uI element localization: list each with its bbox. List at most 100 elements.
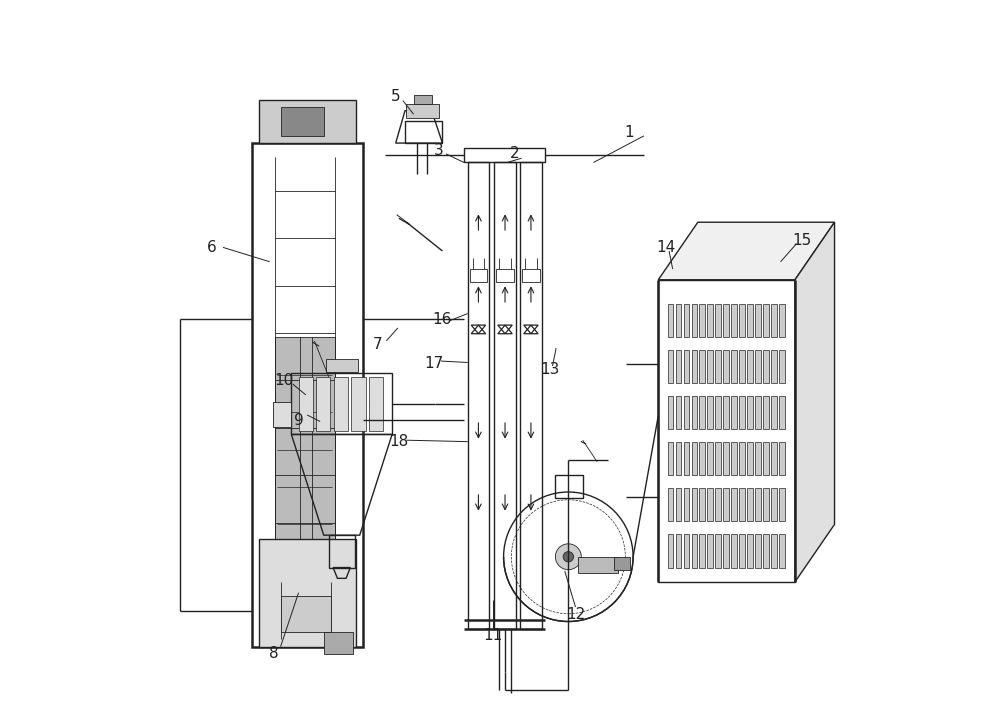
Text: 2: 2: [510, 146, 519, 162]
Bar: [747, 397, 753, 429]
Bar: [668, 442, 673, 476]
Bar: [739, 304, 745, 337]
Bar: [779, 304, 785, 337]
Bar: [747, 442, 753, 476]
Bar: [405, 122, 442, 143]
Bar: [699, 350, 705, 384]
Bar: [699, 442, 705, 476]
Bar: [755, 350, 761, 384]
Bar: [723, 304, 729, 337]
Text: 12: 12: [566, 607, 585, 622]
Bar: [739, 350, 745, 384]
Bar: [676, 350, 681, 384]
Bar: [676, 304, 681, 337]
Bar: [723, 534, 729, 568]
Bar: [684, 442, 689, 476]
Bar: [291, 373, 392, 434]
Bar: [723, 350, 729, 384]
Bar: [414, 95, 432, 104]
Bar: [739, 489, 745, 521]
Text: 17: 17: [424, 357, 443, 371]
Bar: [334, 377, 348, 431]
Bar: [699, 489, 705, 521]
Bar: [684, 534, 689, 568]
Bar: [771, 350, 777, 384]
Bar: [755, 397, 761, 429]
Bar: [763, 304, 769, 337]
Bar: [771, 304, 777, 337]
Bar: [692, 350, 697, 384]
Bar: [692, 534, 697, 568]
Bar: [779, 534, 785, 568]
Bar: [684, 397, 689, 429]
Bar: [739, 534, 745, 568]
Text: 11: 11: [483, 629, 502, 643]
Bar: [739, 442, 745, 476]
Bar: [299, 377, 313, 431]
Bar: [771, 442, 777, 476]
Text: 7: 7: [373, 337, 383, 352]
Bar: [715, 442, 721, 476]
Bar: [692, 304, 697, 337]
Text: 9: 9: [294, 413, 303, 428]
Bar: [684, 489, 689, 521]
Bar: [468, 162, 489, 629]
Circle shape: [563, 552, 574, 562]
Polygon shape: [795, 222, 835, 582]
Bar: [351, 377, 366, 431]
Bar: [715, 350, 721, 384]
Bar: [676, 397, 681, 429]
Bar: [699, 304, 705, 337]
Bar: [699, 397, 705, 429]
Bar: [723, 442, 729, 476]
Bar: [731, 304, 737, 337]
Bar: [275, 337, 335, 539]
Bar: [779, 350, 785, 384]
Bar: [707, 304, 713, 337]
Bar: [259, 539, 356, 647]
Bar: [715, 397, 721, 429]
Bar: [692, 397, 697, 429]
Bar: [763, 397, 769, 429]
Text: 18: 18: [390, 434, 409, 450]
Bar: [739, 397, 745, 429]
Bar: [755, 442, 761, 476]
Text: 1: 1: [625, 125, 634, 140]
Bar: [747, 489, 753, 521]
Bar: [522, 269, 540, 282]
Bar: [771, 397, 777, 429]
Bar: [723, 489, 729, 521]
Bar: [259, 100, 356, 143]
Bar: [464, 148, 545, 162]
Bar: [771, 489, 777, 521]
Bar: [779, 489, 785, 521]
Bar: [715, 304, 721, 337]
Bar: [715, 489, 721, 521]
Bar: [406, 104, 439, 118]
Bar: [779, 442, 785, 476]
Bar: [316, 377, 330, 431]
Bar: [707, 397, 713, 429]
Bar: [252, 143, 363, 647]
Bar: [707, 350, 713, 384]
Bar: [676, 442, 681, 476]
Bar: [755, 534, 761, 568]
Bar: [668, 489, 673, 521]
Bar: [658, 280, 795, 582]
Bar: [755, 489, 761, 521]
Bar: [668, 397, 673, 429]
Bar: [771, 534, 777, 568]
Bar: [684, 304, 689, 337]
Bar: [281, 107, 324, 136]
Bar: [763, 534, 769, 568]
Bar: [731, 397, 737, 429]
Circle shape: [555, 544, 581, 570]
Bar: [326, 359, 358, 372]
Bar: [707, 534, 713, 568]
Text: 13: 13: [541, 362, 560, 377]
Bar: [324, 632, 353, 654]
Bar: [329, 535, 355, 568]
Bar: [707, 489, 713, 521]
Bar: [369, 377, 383, 431]
Bar: [692, 489, 697, 521]
